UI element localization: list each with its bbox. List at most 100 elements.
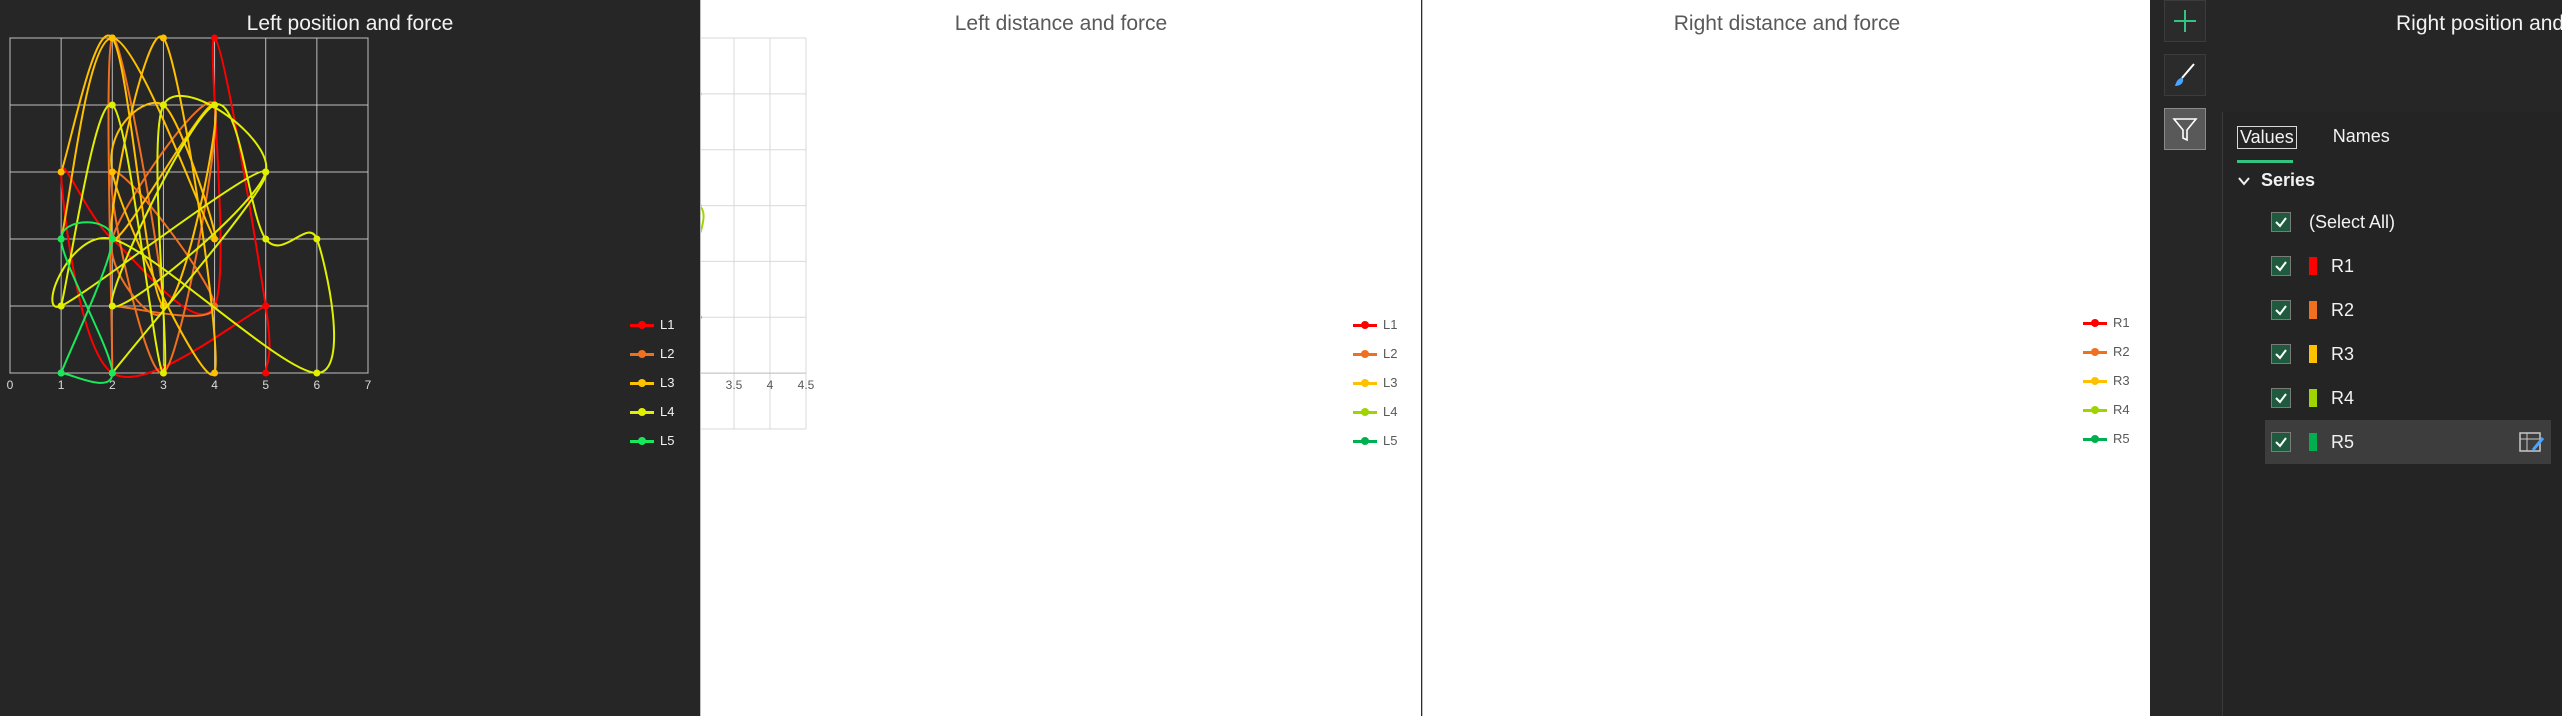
checkmark-icon <box>2275 261 2287 272</box>
checkbox[interactable] <box>2271 344 2291 364</box>
data-point-l4 <box>313 369 321 377</box>
series-color-chip <box>2309 257 2317 275</box>
legend-item: L1 <box>1353 310 1397 339</box>
chart-left-distance-force[interactable]: -0.500.511.522.533.544.5-10123456 Left d… <box>700 0 1421 716</box>
chart-legend: R1 R2 R3 R4 R5 <box>2083 308 2130 453</box>
data-point-l4 <box>211 101 219 109</box>
data-point-l4 <box>262 168 270 176</box>
legend-item: L1 <box>630 310 674 339</box>
legend-item: R1 <box>2083 308 2130 337</box>
filter-select-all[interactable]: (Select All) <box>2265 200 2551 244</box>
series-line-l1 <box>60 36 271 378</box>
x-tick-label: 1 <box>58 378 65 392</box>
data-point-l1 <box>211 34 219 42</box>
series-color-chip <box>2309 433 2317 451</box>
filter-item-label: R3 <box>2331 343 2355 364</box>
edit-series-icon[interactable] <box>2519 430 2545 454</box>
series-filter-list: (Select All) R1 R2 R3 R4 R5 <box>2265 200 2551 464</box>
series-line-l3 <box>60 34 217 376</box>
chart-plot-area: -0.500.511.522.533.544.5-10123456 <box>1423 0 2151 716</box>
chart-filters-button[interactable] <box>2164 108 2206 150</box>
x-tick-label: 3.5 <box>726 378 743 392</box>
filter-item-r1[interactable]: R1 <box>2265 244 2551 288</box>
filter-item-label: (Select All) <box>2309 211 2396 232</box>
x-tick-label: 6 <box>314 378 321 392</box>
chart-title: Right distance and force <box>1673 12 1901 35</box>
data-point-l3 <box>108 34 116 42</box>
series-color-chip <box>2309 345 2317 363</box>
data-point-l4 <box>701 203 702 208</box>
filter-item-r4[interactable]: R4 <box>2265 376 2551 420</box>
checkbox[interactable] <box>2271 256 2291 276</box>
tab-names[interactable]: Names <box>2332 126 2390 146</box>
legend-item: L4 <box>630 397 674 426</box>
data-point-l4 <box>57 302 65 310</box>
legend-item: R4 <box>2083 395 2130 424</box>
data-point-l4 <box>159 101 167 109</box>
series-color-chip <box>2309 301 2317 319</box>
data-point-l3 <box>159 34 167 42</box>
checkbox[interactable] <box>2271 388 2291 408</box>
filter-item-r3[interactable]: R3 <box>2265 332 2551 376</box>
legend-item: L2 <box>1353 339 1397 368</box>
data-point-l3 <box>108 168 116 176</box>
plus-icon <box>2174 10 2196 32</box>
chart-plot-area: 0 1 2 3 4 5 6 7 <box>7 34 372 392</box>
chart-filter-pane: Values Names Series (Select All) R1 R2 R… <box>2222 112 2562 716</box>
brush-icon <box>2175 63 2195 86</box>
x-tick-label: 3 <box>701 378 702 392</box>
checkmark-icon <box>2275 437 2287 448</box>
data-point-l5 <box>57 235 65 243</box>
filter-item-label: R4 <box>2331 387 2355 408</box>
checkmark-icon <box>2275 305 2287 316</box>
x-tick-label: 5 <box>262 378 269 392</box>
legend-item: L3 <box>630 368 674 397</box>
data-point-l4 <box>262 235 270 243</box>
x-tick-label: 0 <box>7 378 14 392</box>
checkmark-icon <box>2275 349 2287 360</box>
data-point-l5 <box>57 369 65 377</box>
checkbox[interactable] <box>2271 212 2291 232</box>
checkmark-icon <box>2275 393 2287 404</box>
data-point-l5 <box>108 369 116 377</box>
x-tick-label: 4 <box>211 378 218 392</box>
data-point-l5 <box>108 235 116 243</box>
tab-values[interactable]: Values <box>2237 126 2297 149</box>
legend-item: R3 <box>2083 366 2130 395</box>
filter-item-label: R1 <box>2331 255 2355 276</box>
chart-left-position-force[interactable]: 0 1 2 3 4 5 6 7 Left position and force L1 L2 L… <box>0 0 700 716</box>
data-point-l1 <box>262 302 270 310</box>
data-point-l1 <box>262 369 270 377</box>
legend-item: L2 <box>630 339 674 368</box>
data-point-l4 <box>313 235 321 243</box>
chart-legend: L1 L2 L3 L4 L5 <box>1353 310 1397 455</box>
chevron-down-icon <box>2238 176 2250 186</box>
x-tick-label: 4 <box>767 378 774 392</box>
legend-item: L4 <box>1353 397 1397 426</box>
data-point-l4 <box>701 92 702 96</box>
funnel-icon <box>2172 118 2198 142</box>
chart-styles-button[interactable] <box>2164 54 2206 96</box>
data-point-l3 <box>57 168 65 176</box>
series-section-header[interactable]: Series <box>2237 170 2315 191</box>
filter-item-label: R5 <box>2331 431 2355 452</box>
checkbox[interactable] <box>2271 300 2291 320</box>
chart-legend: L1 L2 L3 L4 L5 <box>630 310 674 455</box>
data-point-l3 <box>211 235 219 243</box>
legend-item: L5 <box>630 426 674 455</box>
checkbox[interactable] <box>2271 432 2291 452</box>
series-line-l4 <box>701 206 705 234</box>
legend-item: R5 <box>2083 424 2130 453</box>
x-tick-label: 4.5 <box>798 378 815 392</box>
chart-elements-button[interactable] <box>2164 0 2206 42</box>
filter-item-r2[interactable]: R2 <box>2265 288 2551 332</box>
chart-title: Right position and <box>2396 12 2562 35</box>
chart-title: Left distance and force <box>954 12 1168 35</box>
chart-right-distance-force[interactable]: -0.500.511.522.533.544.5-10123456 Right … <box>1422 0 2151 716</box>
data-point-l4 <box>159 369 167 377</box>
filter-item-r5[interactable]: R5 <box>2265 420 2551 464</box>
legend-item: R2 <box>2083 337 2130 366</box>
data-point-l4 <box>108 302 116 310</box>
series-color-chip <box>2309 389 2317 407</box>
chart-tool-buttons <box>2164 0 2210 162</box>
